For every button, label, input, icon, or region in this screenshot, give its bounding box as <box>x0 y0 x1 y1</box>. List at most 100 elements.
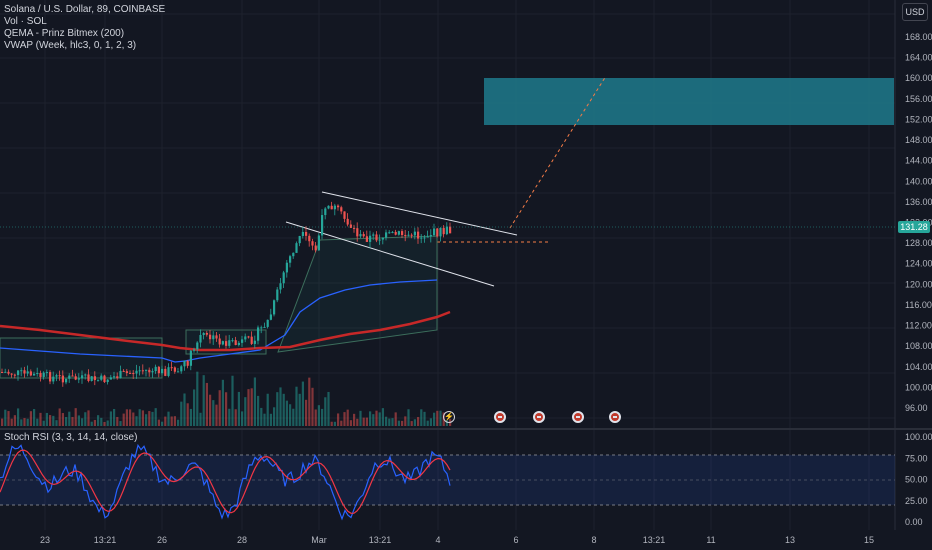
candle-body <box>29 371 32 376</box>
earnings-event-icon[interactable] <box>609 411 621 423</box>
candle-body <box>324 208 327 216</box>
stoch-d-line <box>0 449 451 514</box>
volume-bar <box>276 392 279 426</box>
volume-bar <box>273 407 276 426</box>
volume-bar <box>7 411 10 426</box>
volume-bar <box>247 389 250 426</box>
volume-bar <box>263 413 266 426</box>
oscillator-axis[interactable]: 100.00 75.00 50.00 25.00 0.00 <box>905 432 932 527</box>
candle-body <box>346 218 349 225</box>
candle-body <box>237 342 240 345</box>
volume-bar <box>151 411 154 426</box>
chart-legend: Solana / U.S. Dollar, 89, COINBASE Vol ·… <box>4 4 165 52</box>
volume-bar <box>388 418 391 426</box>
candle-body <box>135 370 138 374</box>
candle-body <box>308 235 311 242</box>
qema-legend[interactable]: QEMA - Prinz Bitmex (200) <box>4 28 125 39</box>
volume-bar <box>145 414 148 426</box>
volume-bar <box>279 387 282 426</box>
stoch-rsi-legend[interactable]: Stoch RSI (3, 3, 14, 14, close) <box>4 432 138 443</box>
symbol-title[interactable]: Solana / U.S. Dollar, 89, COINBASE <box>4 4 166 15</box>
candle-body <box>42 372 45 377</box>
candle-body <box>375 234 378 241</box>
time-axis-label: 13:21 <box>94 535 117 545</box>
volume-bar <box>52 415 55 426</box>
candle-body <box>305 231 308 236</box>
candle-body <box>167 367 170 376</box>
volume-bar <box>116 416 119 426</box>
candle-body <box>93 376 96 381</box>
candle-body <box>183 360 186 367</box>
volume-bar <box>423 411 426 426</box>
volume-bar <box>330 421 333 426</box>
candle-body <box>103 375 106 383</box>
last-price-tag: 131.28 <box>898 221 930 233</box>
candle-body <box>77 378 80 380</box>
candle-body <box>106 379 109 383</box>
candle-body <box>311 241 314 246</box>
volume-bar <box>228 408 231 426</box>
volume-bar <box>266 393 269 426</box>
volume-bar <box>93 419 96 426</box>
price-axis-label: 100.00 <box>905 382 932 392</box>
range-box-rally <box>277 235 438 353</box>
candle-body <box>244 336 247 340</box>
volume-bar <box>433 412 436 426</box>
time-axis-label: 13:21 <box>369 535 392 545</box>
candle-body <box>273 300 276 315</box>
earnings-event-icon[interactable] <box>533 411 545 423</box>
candle-body <box>196 342 199 350</box>
earnings-event-icon[interactable] <box>494 411 506 423</box>
volume-bar <box>282 393 285 426</box>
vwap-legend[interactable]: VWAP (Week, hlc3, 0, 1, 2, 3) <box>4 40 137 51</box>
price-axis-label: 140.00 <box>905 176 932 186</box>
channel-lower-line[interactable] <box>285 221 495 287</box>
candle-body <box>260 327 263 329</box>
volume-bar <box>314 409 317 426</box>
volume-bar <box>97 415 100 426</box>
volume-bar <box>109 411 112 426</box>
lightning-icon[interactable]: ⚡ <box>443 411 455 423</box>
candle-body <box>279 283 282 290</box>
candle-body <box>17 370 20 376</box>
time-axis-label: 15 <box>864 535 874 545</box>
price-axis-label: 108.00 <box>905 341 932 351</box>
time-axis-label: 11 <box>706 535 715 545</box>
time-axis-label: 4 <box>435 535 440 545</box>
earnings-event-icon[interactable] <box>572 411 584 423</box>
volume-bar <box>225 392 228 426</box>
currency-button[interactable]: USD <box>902 3 928 21</box>
volume-bar <box>420 409 423 426</box>
target-zone[interactable] <box>484 78 894 125</box>
candle-body <box>205 332 208 335</box>
channel-upper-line[interactable] <box>321 191 518 236</box>
candle-body <box>61 375 64 383</box>
price-axis-label: 128.00 <box>905 238 932 248</box>
candle-body <box>359 234 362 237</box>
volume-bar <box>404 416 407 426</box>
volume-bar <box>122 413 125 426</box>
volume-legend[interactable]: Vol · SOL <box>4 16 47 27</box>
volume-bar <box>308 377 311 426</box>
candle-body <box>177 371 180 373</box>
volume-bar <box>359 410 362 426</box>
candle-body <box>394 231 397 235</box>
candle-body <box>23 370 26 374</box>
volume-bar <box>407 409 410 426</box>
candle-body <box>74 376 77 380</box>
candle-body <box>433 228 436 236</box>
volume-bar <box>33 409 36 426</box>
candle-body <box>330 205 333 210</box>
price-axis-label: 96.00 <box>905 403 928 413</box>
candle-body <box>81 375 84 379</box>
candle-body <box>193 349 196 351</box>
candle-body <box>423 237 426 239</box>
candle-body <box>356 228 359 237</box>
volume-bar <box>68 411 71 426</box>
candle-body <box>129 372 132 374</box>
candle-body <box>327 205 330 209</box>
volume-bar <box>369 411 372 426</box>
time-axis[interactable]: 23 13:21 26 28 Mar 13:21 4 6 8 13:21 11 13 15 <box>40 535 874 545</box>
volume-bar <box>391 418 394 426</box>
